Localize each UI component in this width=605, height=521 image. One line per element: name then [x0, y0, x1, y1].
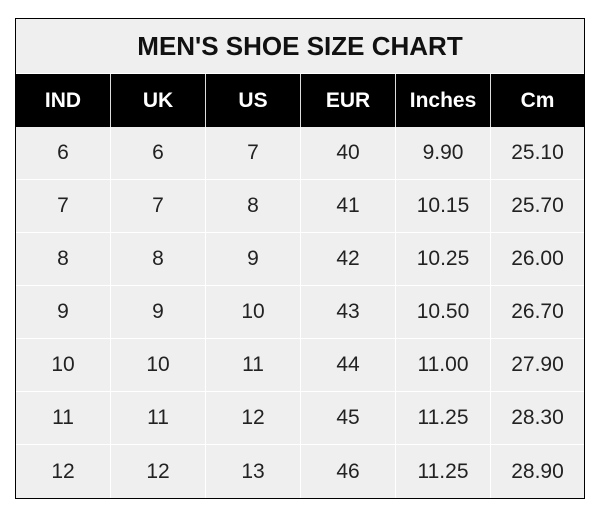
table-cell: 28.90: [511, 459, 564, 483]
table-cell: 40: [301, 127, 396, 180]
size-chart-table: MEN'S SHOE SIZE CHART IND UK US EUR Inches Cm…: [15, 18, 585, 499]
column-header: US: [206, 74, 301, 127]
table-cell: 11.25: [396, 445, 491, 498]
table-cell: 10.15: [396, 180, 491, 233]
header-row: IND UK US EUR Inches Cm: [16, 74, 584, 127]
table-cell: 10: [16, 339, 111, 392]
table-row: 6 6 7 40 9.90 25.10: [16, 127, 584, 180]
table-cell: 43: [301, 286, 396, 339]
table-cell: 28.30: [491, 392, 584, 445]
column-header: Cm: [491, 74, 584, 127]
table-cell: 11: [111, 392, 206, 445]
table-cell: 9: [111, 286, 206, 339]
table-cell: 10.50: [396, 286, 491, 339]
column-header: UK: [111, 74, 206, 127]
table-cell: 10.25: [396, 233, 491, 286]
table-row: 8 8 9 42 10.25 26.00: [16, 233, 584, 286]
column-header: EUR: [301, 74, 396, 127]
table-cell: 9: [206, 233, 301, 286]
table-cell: 45: [301, 392, 396, 445]
table-cell: 11: [16, 392, 111, 445]
table-cell: 10: [111, 339, 206, 392]
table-cell: 8: [206, 180, 301, 233]
table-cell: 7: [206, 127, 301, 180]
table-row: 9 9 10 43 10.50 26.70: [16, 286, 584, 339]
table-cell: 25.70: [491, 180, 584, 233]
table-title: MEN'S SHOE SIZE CHART: [16, 19, 584, 74]
table-cell: 11.00: [396, 339, 491, 392]
table-cell: 8: [16, 233, 111, 286]
table-row: 11 11 12 45 11.25 28.30: [16, 392, 584, 445]
table-row: 7 7 8 41 10.15 25.70: [16, 180, 584, 233]
table-cell: 7: [111, 180, 206, 233]
table-cell: 12: [111, 445, 206, 498]
table-cell: 41: [301, 180, 396, 233]
table-cell: 26.00: [491, 233, 584, 286]
table-cell: 42: [301, 233, 396, 286]
table-cell: 6: [111, 127, 206, 180]
table-cell: 25.10: [491, 127, 584, 180]
table-cell: 27.90: [491, 339, 584, 392]
table-cell: 7: [16, 180, 111, 233]
table-cell: 11: [206, 339, 301, 392]
table-cell: 12: [206, 392, 301, 445]
table-body: 6 6 7 40 9.90 25.10 7 7 8 41 10.15 25.70 8 8 9 42 10.25 2…: [16, 127, 584, 498]
table-cell: 13: [206, 445, 301, 498]
table-cell: 9.90: [396, 127, 491, 180]
table-cell: 8: [111, 233, 206, 286]
column-header: Inches: [396, 74, 491, 127]
table-cell: 9: [16, 286, 111, 339]
table-cell: 44: [301, 339, 396, 392]
table-cell: 10: [206, 286, 301, 339]
table-row: 10 10 11 44 11.00 27.90: [16, 339, 584, 392]
table-row: 12 12 13 46 11.25 28.90: [16, 445, 584, 498]
table-cell: 12: [16, 445, 111, 498]
table-cell: 11.25: [396, 392, 491, 445]
column-header: IND: [16, 74, 111, 127]
table-cell: 46: [301, 445, 396, 498]
table-cell: 6: [16, 127, 111, 180]
table-cell: 26.70: [491, 286, 584, 339]
